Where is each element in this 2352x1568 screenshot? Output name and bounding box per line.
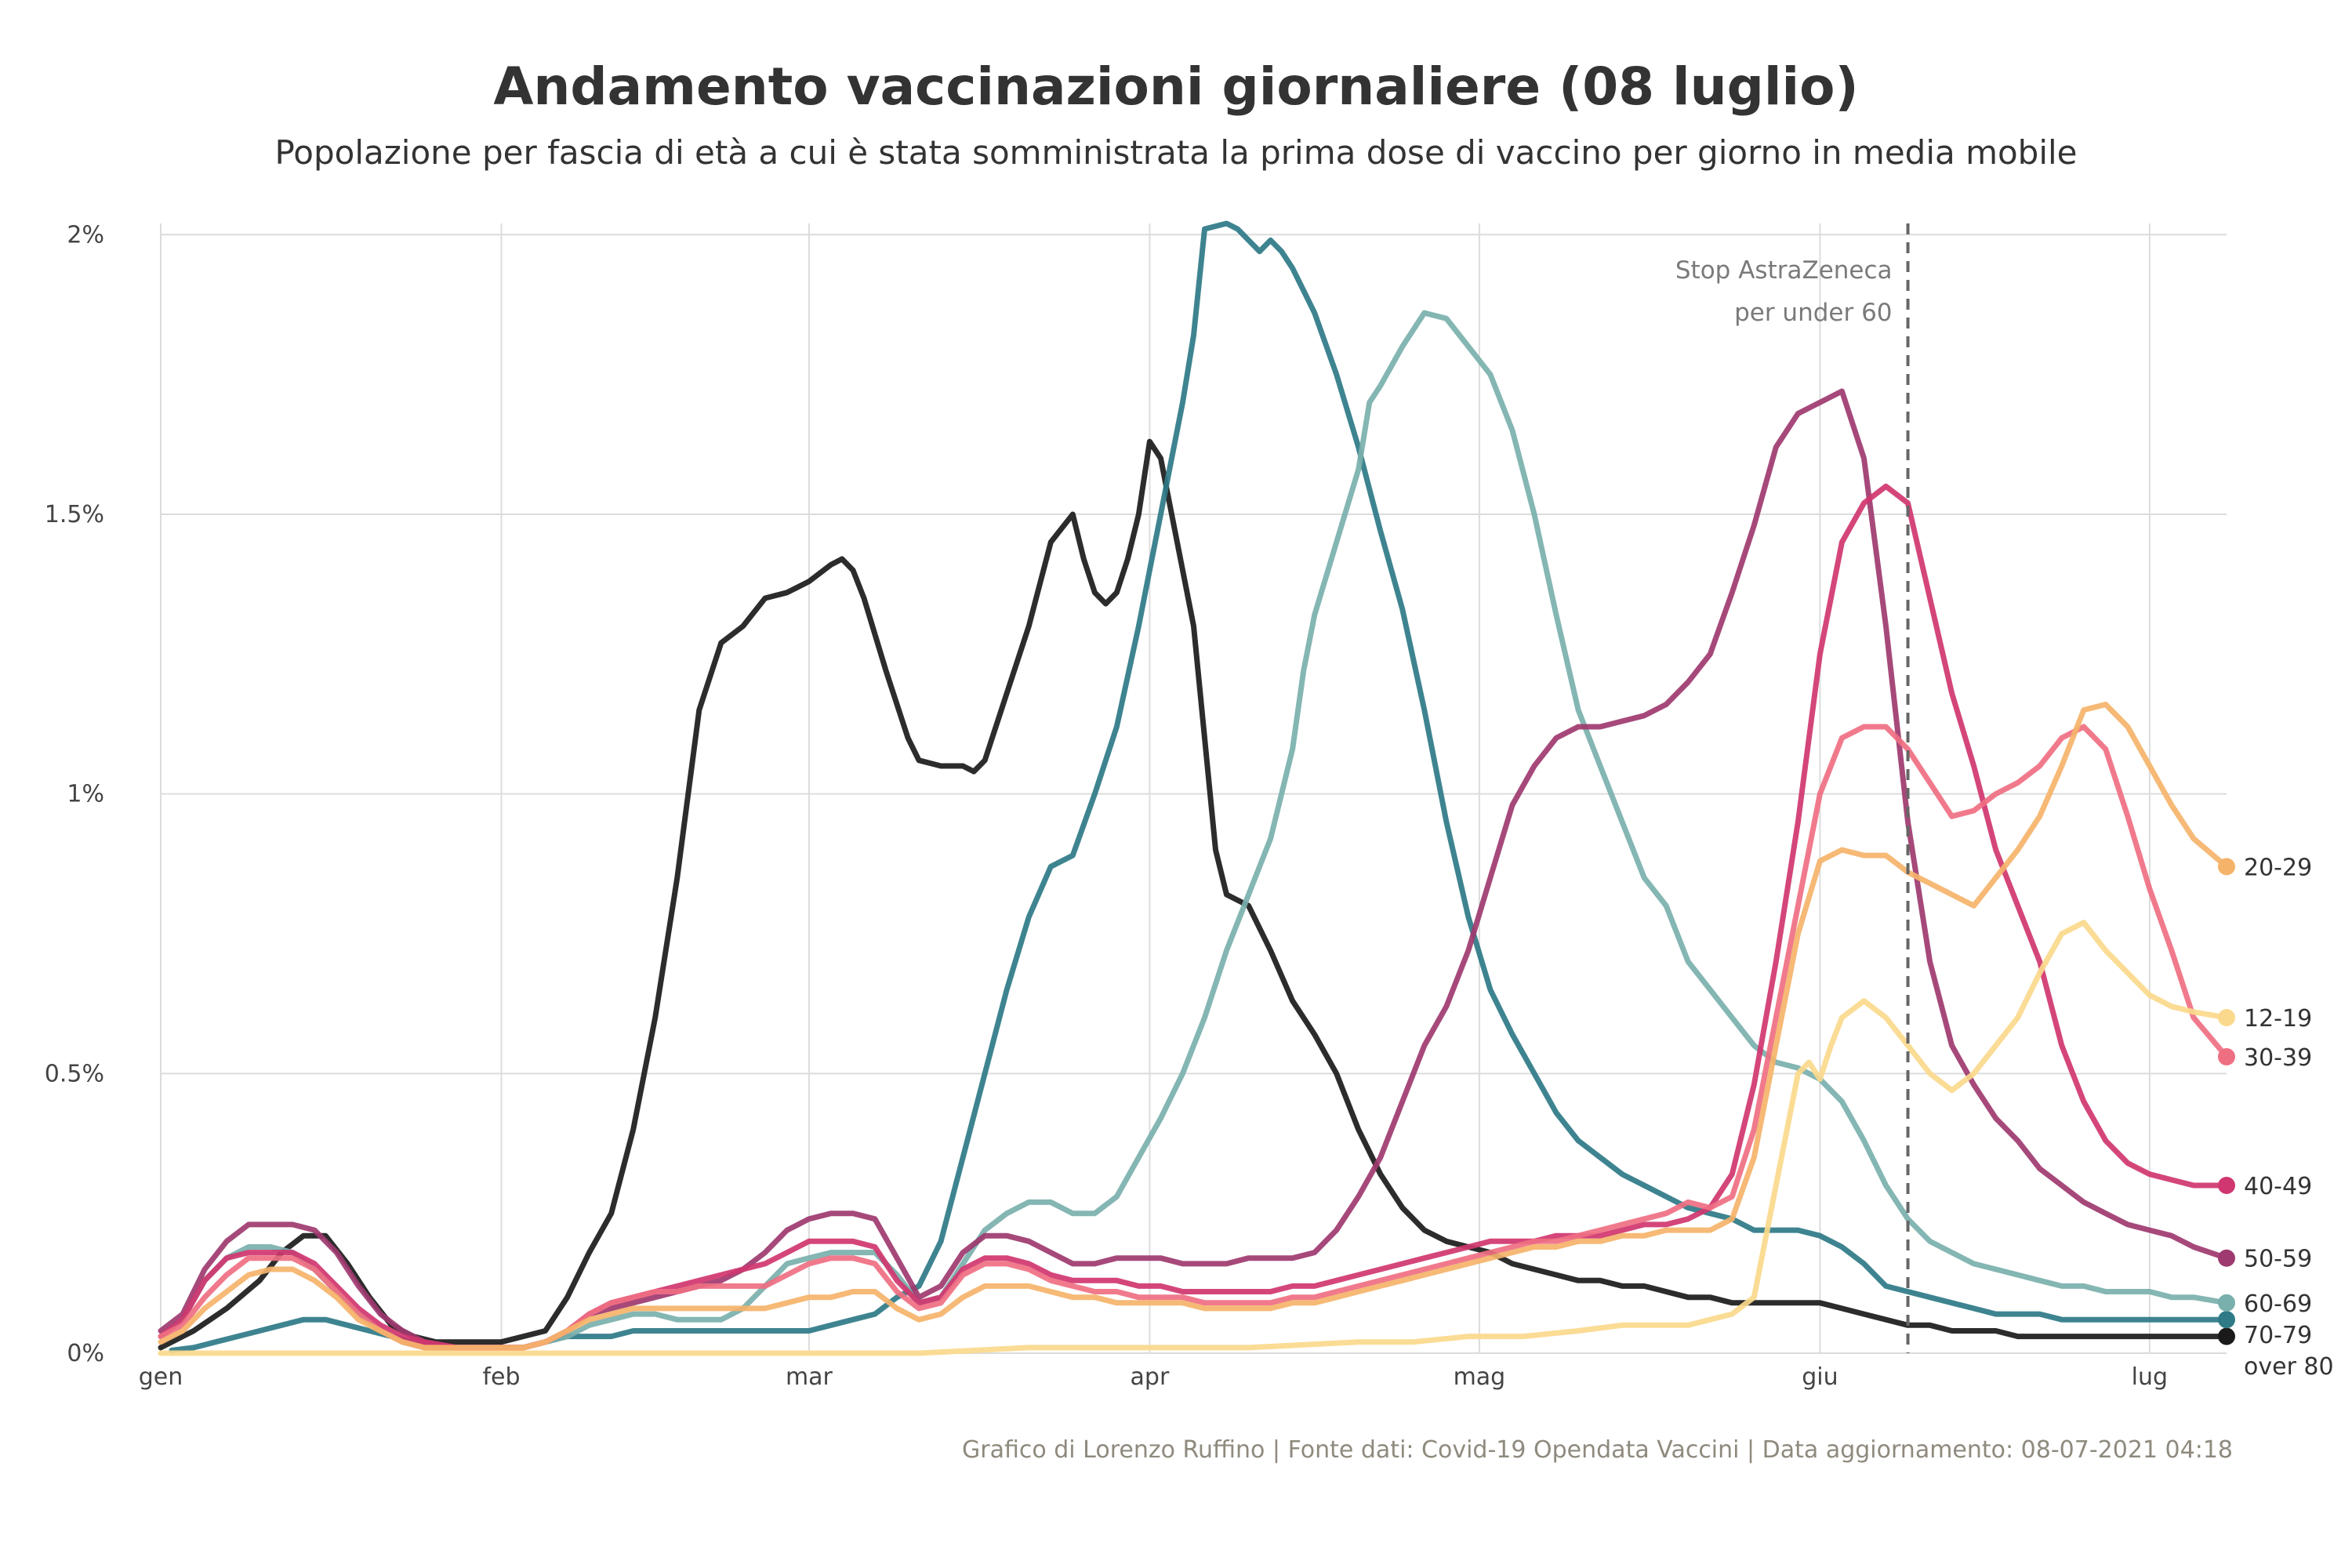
annotation-text: Stop AstraZeneca: [1675, 256, 1893, 285]
series-label-60-69: 60-69: [2244, 1290, 2312, 1318]
end-markers: over 80 70-79 60-69 50-59 40-49 30-39 20-29 12-…: [2218, 854, 2334, 1381]
series-label-50-59: 50-59: [2244, 1246, 2312, 1273]
x-tick-label: giu: [1802, 1363, 1838, 1391]
axis-labels: 0% 0.5% 1% 1.5% 2% gen feb mar apr mag giu lug: [45, 221, 2168, 1391]
end-marker-30-39: [2218, 1047, 2235, 1065]
end-marker-50-59: [2218, 1249, 2235, 1267]
x-tick-label: mag: [1454, 1363, 1506, 1391]
series-line-70-79: [169, 220, 2230, 1353]
series-label-70-79: 70-79: [2244, 1322, 2312, 1349]
end-marker-20-29: [2218, 858, 2235, 876]
y-tick-label: 1%: [67, 781, 104, 808]
series-lines: [158, 220, 2230, 1356]
y-tick-label: 0%: [67, 1340, 104, 1367]
x-tick-label: feb: [482, 1363, 520, 1391]
chart-caption: Grafico di Lorenzo Ruffino | Fonte dati:…: [962, 1436, 2233, 1464]
x-tick-label: apr: [1131, 1363, 1170, 1391]
y-tick-label: 1.5%: [45, 501, 104, 528]
series-label-40-49: 40-49: [2244, 1173, 2312, 1200]
annotation-text: per under 60: [1734, 299, 1892, 327]
grid: [160, 223, 2227, 1354]
end-marker-70-79: [2218, 1311, 2235, 1329]
x-tick-label: gen: [139, 1363, 183, 1391]
series-line-12-19: [158, 920, 2230, 1356]
y-tick-label: 0.5%: [45, 1060, 104, 1087]
series-label-12-19: 12-19: [2244, 1005, 2312, 1033]
series-line-20-29: [158, 702, 2230, 1351]
x-tick-label: lug: [2132, 1363, 2168, 1391]
series-label-over-80: over 80: [2244, 1353, 2334, 1381]
series-line-over-80: [158, 438, 2230, 1351]
astrazeneca-marker: Stop AstraZeneca per under 60: [1675, 223, 1910, 1353]
series-line-60-69: [158, 310, 2230, 1351]
end-marker-12-19: [2218, 1008, 2235, 1026]
series-label-20-29: 20-29: [2244, 854, 2312, 881]
chart-subtitle: Popolazione per fascia di età a cui è st…: [274, 133, 2078, 172]
x-tick-label: mar: [786, 1363, 833, 1391]
end-marker-60-69: [2218, 1294, 2235, 1312]
end-marker-40-49: [2218, 1176, 2235, 1194]
series-label-30-39: 30-39: [2244, 1044, 2312, 1072]
series-line-30-39: [158, 724, 2230, 1351]
chart-title: Andamento vaccinazioni giornaliere (08 l…: [493, 56, 1859, 117]
y-tick-label: 2%: [67, 221, 104, 249]
end-marker-over-80: [2218, 1327, 2235, 1345]
